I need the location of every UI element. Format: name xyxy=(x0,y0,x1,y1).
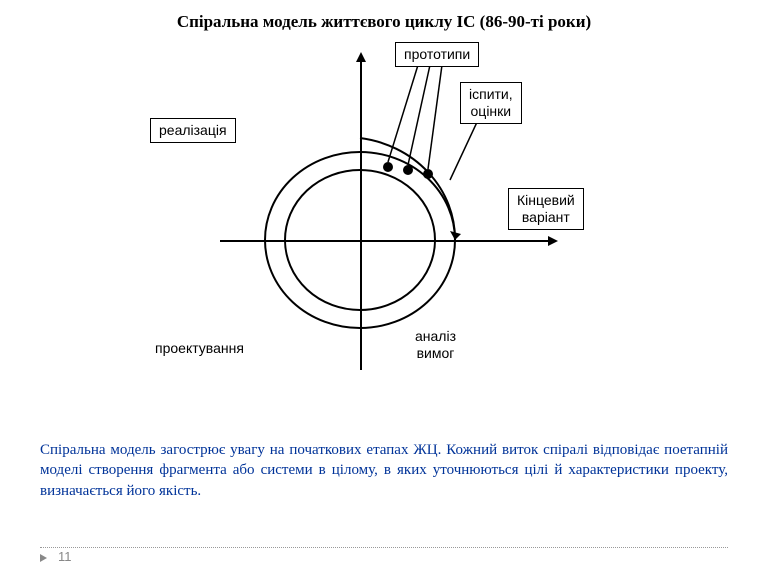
label-realization: реалізація xyxy=(150,118,236,143)
page-number: 11 xyxy=(58,549,72,564)
footer-marker-icon xyxy=(40,554,47,562)
prototype-dot-3 xyxy=(423,169,433,179)
page-title: Спіральна модель життєвого циклу ІС (86-… xyxy=(0,12,768,32)
spiral-diagram: прототипи іспити, оцінки Кінцевий варіан… xyxy=(120,40,640,420)
label-analysis: аналіз вимог xyxy=(415,328,456,362)
spiral-rings xyxy=(250,125,470,345)
prototype-dot-1 xyxy=(383,162,393,172)
description-text: Спіральна модель загострює увагу на поча… xyxy=(40,440,728,501)
label-prototypes: прототипи xyxy=(395,42,479,67)
label-final: Кінцевий варіант xyxy=(508,188,584,230)
label-design: проектування xyxy=(155,340,244,357)
prototype-dot-2 xyxy=(403,165,413,175)
label-tests: іспити, оцінки xyxy=(460,82,522,124)
footer-divider xyxy=(40,547,728,548)
